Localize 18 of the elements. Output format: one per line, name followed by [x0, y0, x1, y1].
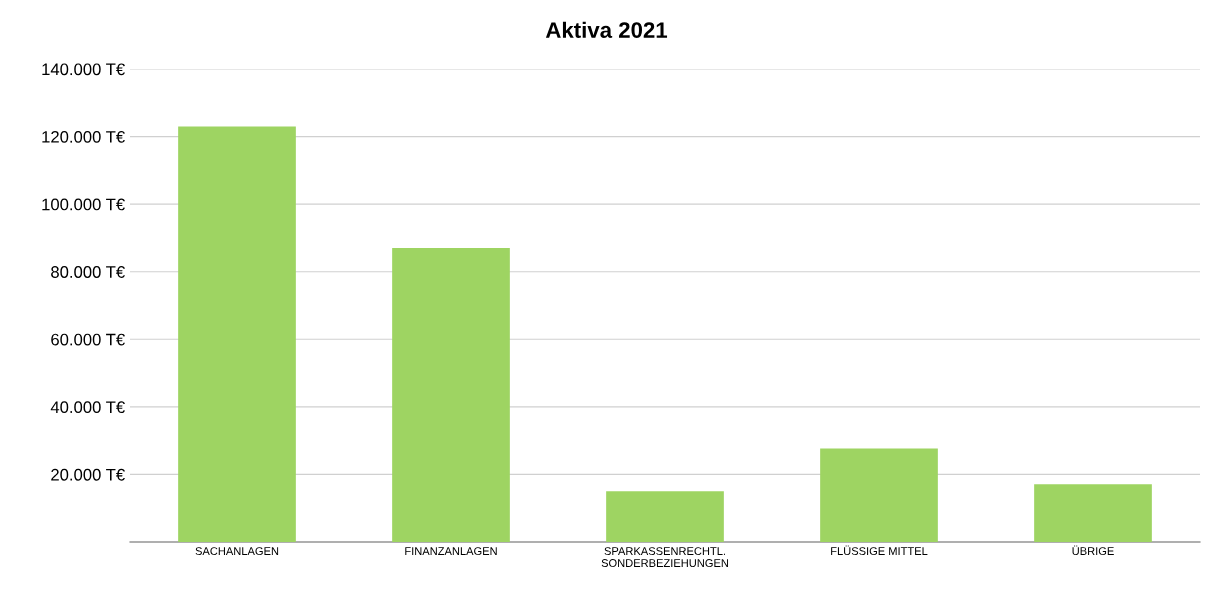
x-tick-label: FLÜSSIGE MITTEL	[831, 545, 928, 556]
y-tick-label: 20.000 T€	[51, 468, 125, 481]
x-tick-label: ÜBRIGE	[1072, 545, 1114, 556]
chart-title: Aktiva 2021	[545, 21, 668, 38]
y-tick-label: 40.000 T€	[50, 401, 125, 414]
bar	[1034, 484, 1152, 542]
y-tick-label: 100.000 T€	[42, 198, 125, 211]
y-tick-label: 80.000 T€	[51, 266, 125, 278]
bar	[820, 448, 938, 542]
bar	[178, 126, 296, 542]
x-tick-label: SPARKASSENRECHTL. SONDERBEZIEHUNGEN	[601, 547, 728, 567]
x-tick-label: FINANZANLAGEN	[405, 547, 497, 556]
x-tick-label: SACHANLAGEN	[195, 547, 279, 556]
bar	[606, 491, 724, 542]
bar	[392, 248, 510, 542]
y-tick-label: 60.000 T€	[51, 333, 125, 346]
y-tick-label: 140.000 T€	[42, 63, 125, 76]
y-tick-label: 120.000 T€	[42, 130, 125, 143]
